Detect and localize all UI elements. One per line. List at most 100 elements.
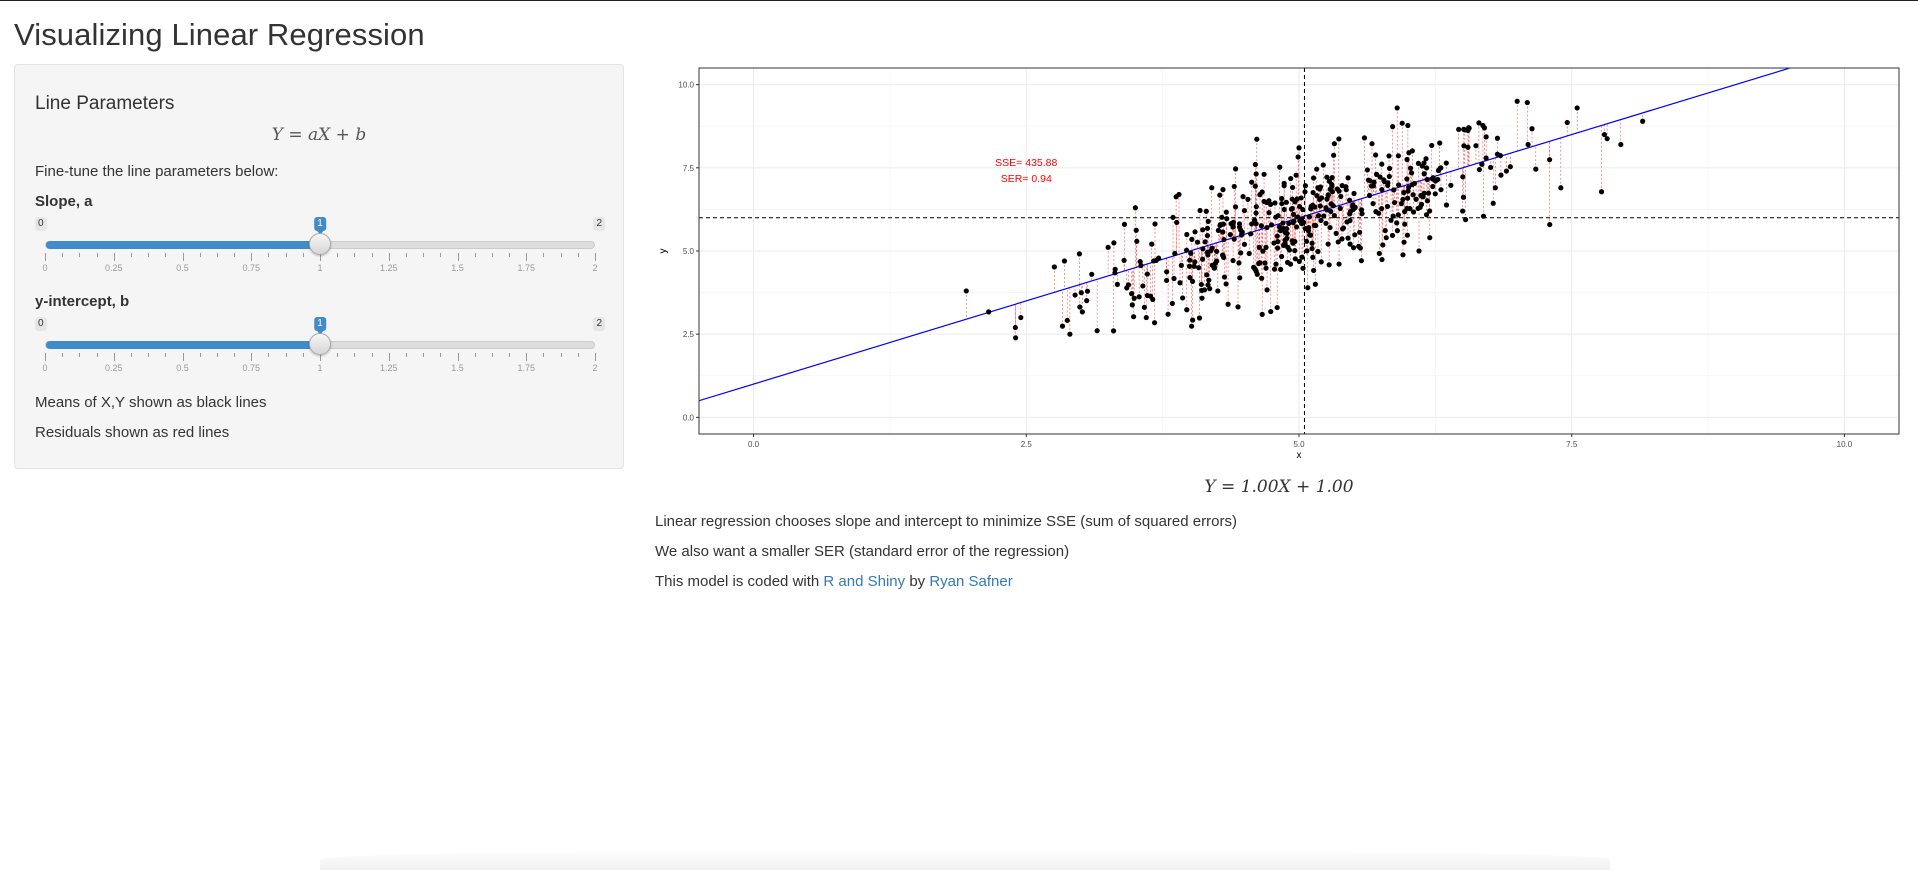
data-point [1184,307,1190,313]
data-point [1357,229,1363,235]
data-point [1415,160,1422,167]
intercept-slider[interactable]: 0 2 1 0 0.25 0.5 0.75 1 1.25 1.5 1.75 2 [35,317,605,377]
slider-tick-label: 0 [42,263,48,273]
data-point [1315,248,1321,255]
data-point [1400,196,1406,203]
data-point [1379,206,1385,212]
intercept-label: y-intercept, b [35,293,130,310]
data-point [1131,295,1137,301]
slider-handle[interactable] [309,233,331,255]
slider-tick [302,253,304,257]
data-point [1209,185,1215,191]
data-point [1140,283,1146,289]
data-point [1199,295,1205,301]
data-point [1064,317,1070,323]
data-point [1388,217,1394,223]
data-point [1205,218,1211,224]
data-point [1406,184,1412,191]
data-point [1225,301,1231,307]
data-point [1206,277,1212,283]
data-point [1402,221,1408,227]
slider-value-label: 1 [314,317,326,335]
slider-tick [182,253,184,261]
slider-tick [113,353,115,361]
data-point [1408,170,1415,176]
data-point [1299,254,1305,260]
data-point [1296,258,1302,264]
data-point [1177,280,1183,286]
data-point [1347,241,1353,247]
data-point [1307,232,1313,238]
data-point [1121,221,1128,227]
slider-tick [543,253,545,257]
data-point [1076,251,1082,257]
data-point [1379,186,1385,193]
slope-slider[interactable]: 0 2 1 0 0.25 0.5 0.75 1 1.25 1.5 1.75 2 [35,217,605,277]
slider-fill [46,241,321,249]
x-tick-label: 0.0 [748,440,760,449]
data-point [1427,208,1433,214]
data-point [1339,183,1345,189]
data-point [1327,186,1333,192]
data-point [1345,235,1351,241]
slider-tick [457,253,459,261]
data-point [1618,141,1624,148]
result-formula: Y = 1.00X + 1.00 [1204,477,1354,497]
slider-tick [285,253,287,257]
slider-tick [320,253,321,261]
data-point [1223,209,1229,215]
data-point [1236,260,1242,266]
data-point [1268,222,1275,228]
data-point [1129,291,1135,297]
data-point [1172,250,1178,257]
author-link[interactable]: Ryan Safner [929,573,1013,590]
data-point [1238,250,1244,256]
data-point [1204,225,1211,231]
data-point [1288,175,1294,182]
data-point [1507,164,1513,170]
data-point [1476,120,1482,126]
slider-tick [302,353,304,357]
slider-tick [354,253,356,257]
data-point [1263,244,1269,250]
data-point [1423,156,1429,162]
data-point [1221,236,1227,243]
data-point [1259,189,1265,195]
data-point [1268,308,1274,315]
data-point [1286,247,1293,253]
data-point [1259,311,1265,317]
data-point [1405,122,1411,129]
data-point [1283,199,1289,205]
data-point [1529,126,1535,132]
y-tick-label: 10.0 [678,81,694,90]
slider-tick [509,353,511,357]
data-point [1432,191,1438,197]
data-point [1297,218,1303,224]
data-point [1384,203,1391,210]
data-point [1448,182,1454,188]
data-point [1356,243,1362,249]
data-point [1143,314,1149,321]
slider-tick-label: 1.25 [379,263,398,273]
data-point [1237,275,1243,281]
slider-tick [182,353,184,361]
slider-tick [234,253,236,257]
data-point [1373,209,1379,215]
data-point [1077,304,1083,310]
data-point [1306,225,1312,231]
data-point [1089,271,1095,277]
data-point [1279,200,1285,207]
slider-handle[interactable] [309,333,331,355]
data-point [1480,213,1487,219]
data-point [1079,309,1085,315]
slider-tick-label: 0.25 [104,263,123,273]
data-point [1266,210,1272,216]
data-point [1217,192,1223,198]
data-point [1564,119,1570,126]
data-point [1326,178,1332,184]
data-point [1383,235,1389,241]
data-point [1640,118,1646,124]
data-point [1429,176,1436,182]
slider-tick-label: 0.5 [176,363,189,373]
r-shiny-link[interactable]: R and Shiny [823,573,906,590]
